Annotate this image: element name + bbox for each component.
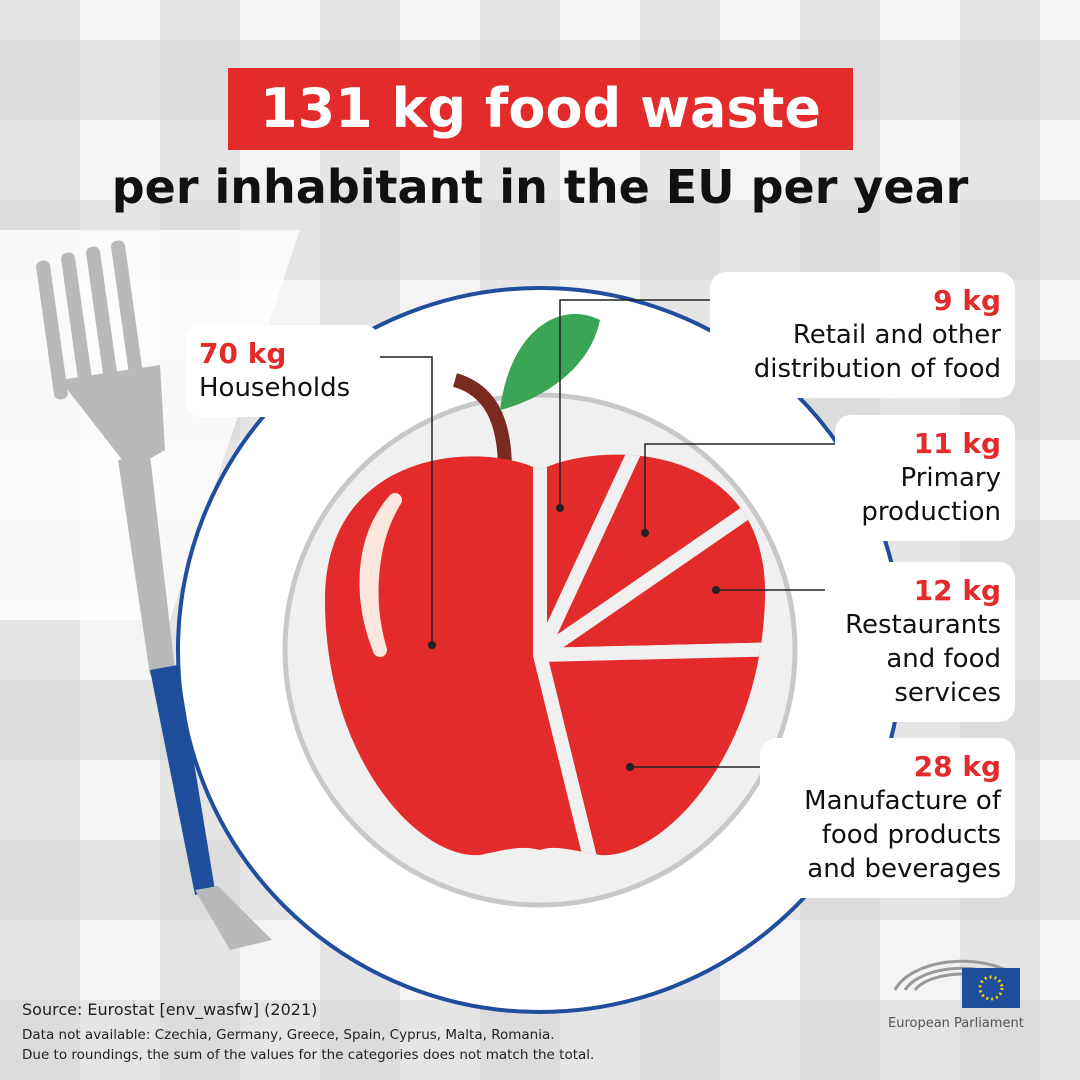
note: Data not available: Czechia, Germany, Gr… xyxy=(22,1027,555,1043)
title: 131 kg food waste xyxy=(228,68,853,150)
label-box: 9 kg Retail and other distribution of foo… xyxy=(710,272,1015,398)
subtitle: per inhabitant in the EU per year xyxy=(111,160,969,214)
value-label: 11 kg xyxy=(913,427,1001,460)
ep-logo xyxy=(893,959,1020,1008)
value-label: 70 kg xyxy=(199,337,287,370)
value-label: 12 kg xyxy=(913,574,1001,607)
leader-dots xyxy=(428,504,720,771)
category-label: Households xyxy=(199,373,351,403)
source: Source: Eurostat [env_wasfw] (2021) xyxy=(22,1000,318,1019)
label-box: 28 kg Manufacture of food products and be… xyxy=(760,738,1015,898)
value-label: 9 kg xyxy=(933,284,1001,317)
logo-text: European Parliament xyxy=(888,1016,1024,1031)
apple-shine xyxy=(359,493,402,657)
category-label: Primary production xyxy=(861,463,1001,527)
pie-slice xyxy=(516,454,766,663)
label-box: 12 kg Restaurants and food services xyxy=(825,562,1015,722)
apple-leaf xyxy=(500,314,600,410)
category-label: Restaurants and food services xyxy=(845,610,1001,708)
apple-stem xyxy=(452,373,512,471)
note: Due to roundings, the sum of the values … xyxy=(22,1047,595,1063)
fork xyxy=(36,240,272,950)
value-label: 28 kg xyxy=(913,750,1001,783)
label-box: 70 kg Households xyxy=(185,325,380,417)
category-label: Retail and other distribution of food xyxy=(753,320,1001,384)
label-box: 11 kg Primary production xyxy=(835,415,1015,541)
category-label: Manufacture of food products and beverag… xyxy=(804,786,1001,884)
